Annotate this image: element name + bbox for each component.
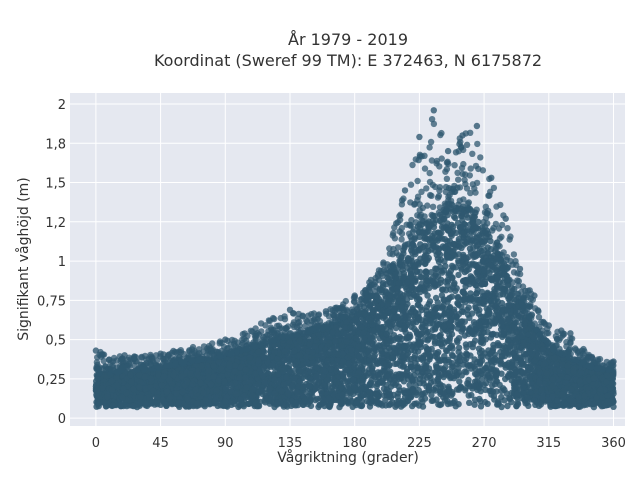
data-point <box>487 334 495 341</box>
data-point <box>410 291 418 299</box>
chart-title-line-1: År 1979 - 2019 <box>288 30 408 49</box>
data-point <box>489 382 496 389</box>
data-point <box>502 364 509 371</box>
data-point <box>495 401 502 408</box>
data-point <box>483 314 490 322</box>
data-point <box>428 246 435 253</box>
data-point <box>466 297 474 304</box>
data-point <box>363 398 371 405</box>
data-point <box>357 359 365 366</box>
data-point <box>457 383 465 390</box>
data-point <box>428 391 435 399</box>
data-point <box>394 293 401 301</box>
data-point <box>381 392 388 399</box>
data-point <box>511 285 518 293</box>
data-point <box>440 301 447 309</box>
data-point <box>426 356 433 363</box>
data-point <box>336 403 343 411</box>
data-point <box>487 237 494 245</box>
data-point <box>453 355 460 362</box>
data-point <box>452 403 459 410</box>
data-point <box>411 352 419 359</box>
data-point <box>428 397 435 404</box>
data-point <box>471 401 478 408</box>
data-point <box>407 267 414 274</box>
chart-title-line-2: Koordinat (Sweref 99 TM): E 372463, N 61… <box>154 51 542 70</box>
data-point <box>504 276 512 284</box>
data-point <box>407 394 415 401</box>
data-point <box>475 218 482 226</box>
data-point <box>434 273 442 280</box>
data-point <box>449 274 456 281</box>
data-point <box>448 351 456 359</box>
data-point <box>442 287 450 294</box>
data-point <box>439 269 446 276</box>
data-point <box>575 403 582 410</box>
data-point <box>511 379 518 386</box>
data-point <box>430 303 438 311</box>
data-point <box>432 324 439 331</box>
data-point <box>413 328 420 335</box>
data-point <box>423 268 430 276</box>
data-point <box>443 253 451 261</box>
data-point <box>379 314 387 321</box>
data-point <box>435 401 442 408</box>
data-point <box>456 378 463 385</box>
data-point <box>477 403 485 410</box>
data-point <box>504 402 511 410</box>
data-point <box>424 337 431 344</box>
data-point <box>433 265 440 272</box>
data-point <box>417 354 425 361</box>
data-point <box>466 399 473 406</box>
data-point <box>387 292 394 299</box>
data-point <box>385 300 392 307</box>
data-point <box>409 376 416 384</box>
data-point <box>396 387 403 394</box>
data-point <box>326 402 333 410</box>
data-point <box>416 296 423 304</box>
data-point <box>527 373 534 381</box>
data-point <box>461 332 468 339</box>
data-point <box>473 290 480 297</box>
data-point <box>435 304 442 311</box>
data-point <box>434 299 441 306</box>
data-point <box>423 277 430 284</box>
chart-title: År 1979 - 2019 Koordinat (Sweref 99 TM):… <box>154 30 542 70</box>
data-point <box>385 387 392 395</box>
data-point <box>487 304 494 311</box>
data-point <box>438 292 446 299</box>
data-point <box>442 278 449 285</box>
data-point <box>445 270 453 277</box>
data-point <box>500 328 507 336</box>
data-point <box>417 241 424 248</box>
data-point <box>329 384 336 391</box>
data-point <box>487 246 495 253</box>
data-point <box>453 313 460 321</box>
data-point <box>448 232 455 239</box>
data-point <box>498 387 505 395</box>
data-point <box>501 397 508 404</box>
data-point <box>447 343 455 350</box>
data-point <box>518 394 525 402</box>
data-point <box>434 350 441 358</box>
data-point <box>415 386 422 394</box>
data-points <box>92 107 617 411</box>
data-point <box>465 376 472 384</box>
data-point <box>446 294 453 302</box>
data-point <box>450 213 458 220</box>
data-point <box>415 247 423 254</box>
data-point <box>467 290 474 297</box>
data-point <box>476 349 484 356</box>
data-point <box>465 266 472 273</box>
data-point <box>408 346 415 354</box>
data-point <box>471 356 478 363</box>
data-point <box>471 396 479 403</box>
data-point <box>477 398 484 405</box>
